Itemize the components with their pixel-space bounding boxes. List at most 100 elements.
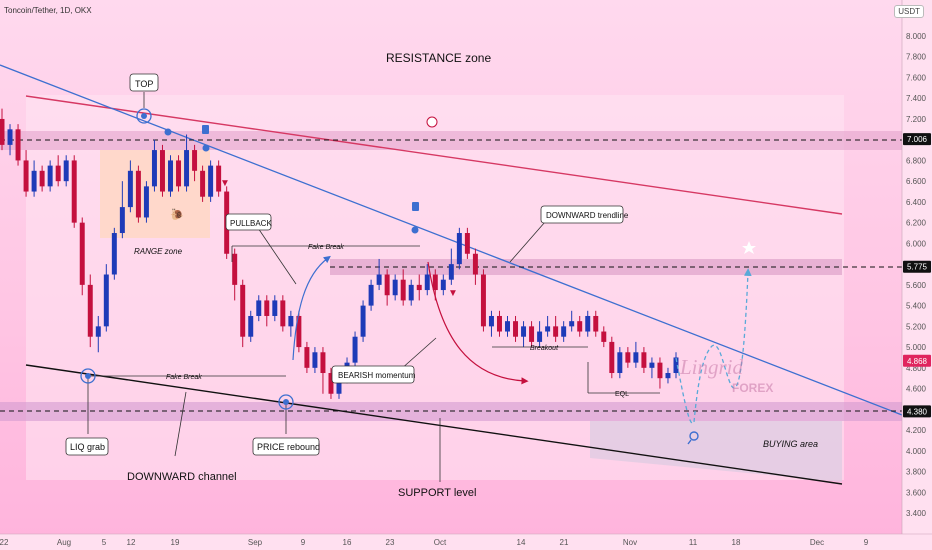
price-label-text: 4.380 [907, 407, 928, 416]
downtrend-badge [540, 205, 624, 224]
time-tick-label: Dec [810, 538, 824, 547]
candle-body [0, 118, 5, 145]
flag-marker-2 [412, 202, 419, 211]
time-tick-label: 5 [102, 538, 107, 547]
price-tick-label: 5.200 [906, 322, 927, 331]
candle-body [336, 378, 342, 394]
time-tick-label: Nov [623, 538, 637, 547]
price-axis-bg [902, 0, 932, 550]
candle-body [424, 274, 430, 291]
downward-trendline [0, 64, 903, 416]
price-label-text: 7.006 [907, 135, 928, 144]
candle-body [87, 284, 93, 337]
price-tick-label: 6.200 [906, 219, 927, 228]
liq-grab-badge [65, 437, 109, 456]
magnifier-handle [687, 439, 692, 445]
price-tick-label: 5.400 [906, 302, 927, 311]
symbol-title: Toncoin/Tether, 1D, OKX [4, 6, 92, 15]
price-tick-label: 3.600 [906, 488, 927, 497]
candle-body [537, 331, 543, 342]
candle-body [304, 347, 310, 368]
price-tick-label: 6.000 [906, 239, 927, 248]
candle-body [593, 315, 599, 332]
candle-body [31, 170, 37, 192]
time-tick-label: 22 [0, 538, 9, 547]
time-tick-label: 21 [560, 538, 569, 547]
candle-body [665, 373, 671, 379]
price-tick-label: 4.000 [906, 447, 927, 456]
trend-touch-dot-4 [411, 226, 419, 234]
candle-body [496, 315, 502, 332]
time-tick-label: 19 [171, 538, 180, 547]
candle-body [432, 274, 438, 291]
candle-body [553, 326, 559, 337]
candle-body [360, 305, 366, 337]
price-tick-label: 6.800 [906, 156, 927, 165]
candle-body [617, 352, 623, 374]
candle-body [529, 326, 535, 342]
candle-body [168, 160, 173, 192]
candle-body [488, 315, 494, 327]
candle-body [272, 300, 278, 316]
candle-body [15, 129, 21, 161]
price-tick-label: 5.000 [906, 343, 927, 352]
candle-body [368, 284, 374, 306]
candle-body [416, 284, 422, 291]
candle-body [127, 170, 133, 208]
time-tick-label: 11 [689, 538, 698, 547]
candle-body [232, 253, 238, 285]
candle-body [392, 279, 398, 296]
candle-body [248, 315, 254, 337]
candle-body [264, 300, 270, 316]
trend-touch-dot-3 [202, 144, 210, 152]
candle-body [216, 165, 222, 192]
price-tick-label: 5.600 [906, 281, 927, 290]
downward-channel-label: DOWNWARD channel [127, 471, 237, 483]
candle-body [440, 279, 446, 291]
candle-body [601, 331, 607, 342]
trend-touch-dot-2 [164, 128, 172, 136]
bearish-arrow [427, 261, 529, 385]
downtrend-pointer [509, 221, 546, 263]
liq-grab-label: LIQ grab [70, 442, 105, 452]
candle-body [240, 284, 246, 337]
candle-body [288, 315, 294, 327]
range-label: RANGE zone [134, 247, 183, 256]
candle-body [625, 352, 631, 363]
candle-body [111, 233, 117, 275]
bearish-badge [331, 365, 415, 384]
price-tick-label: 8.000 [906, 32, 927, 41]
price-tick-label: 4.800 [906, 364, 927, 373]
rebound-dot [283, 399, 289, 405]
candle-body [7, 129, 13, 145]
candle-body [480, 274, 486, 327]
currency-button[interactable]: USDT [894, 5, 924, 18]
time-tick-label: Sep [248, 538, 263, 547]
candle-body [135, 170, 141, 218]
channel-upper-line [25, 95, 843, 215]
candle-body [472, 253, 478, 275]
price-tick-label: 6.400 [906, 198, 927, 207]
price-tick-label: 3.800 [906, 468, 927, 477]
candle-body [119, 207, 125, 234]
price-labels: 7.006 5.775 4.868 4.380 [903, 133, 931, 418]
price-label-text: 4.868 [907, 357, 928, 366]
price-tick-label: 7.400 [906, 94, 927, 103]
resistance-label: RESISTANCE zone [386, 51, 491, 65]
candle-body [208, 165, 214, 197]
bear-marker-2: ▼ [448, 288, 458, 299]
liq-grab-circle [80, 368, 96, 384]
candles-group [0, 108, 679, 399]
candle-body [312, 352, 318, 368]
price-tick-label: 4.600 [906, 385, 927, 394]
time-tick-label: 9 [301, 538, 306, 547]
candle-body [192, 150, 198, 171]
candle-body [200, 170, 206, 197]
candle-body [513, 321, 519, 337]
time-axis-ticks: 22 Aug 5 12 19 Sep 9 16 23 Oct 14 21 Nov 11 18 Dec 9 [0, 538, 869, 547]
time-tick-label: 14 [517, 538, 526, 547]
time-axis-bg [0, 534, 932, 550]
candle-body [569, 321, 575, 327]
rocket-icon [426, 116, 438, 128]
